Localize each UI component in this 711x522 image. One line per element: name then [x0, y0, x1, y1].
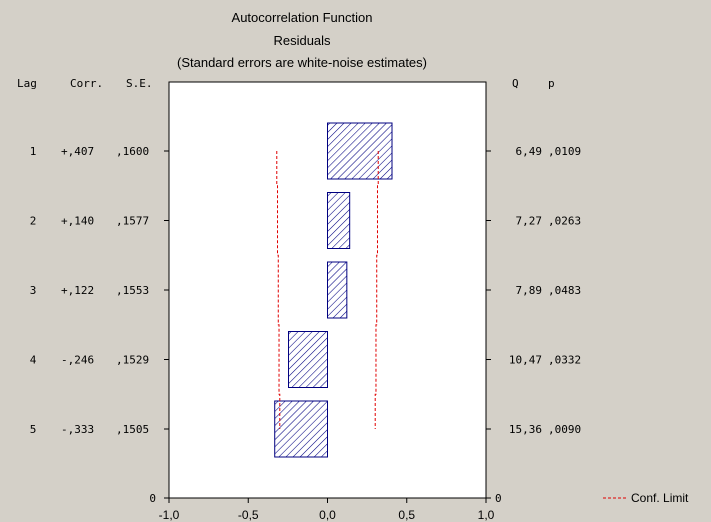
- row-corr-label: -,333: [61, 423, 94, 436]
- chart-title: Autocorrelation Function: [232, 10, 373, 25]
- row-q-label: 7,27: [516, 215, 543, 228]
- row-corr-label: +,407: [61, 145, 94, 158]
- x-tick-label: -0,5: [238, 508, 259, 522]
- column-header-se: S.E.: [126, 77, 153, 90]
- row-p-label: ,0483: [548, 284, 581, 297]
- row-se-label: ,1577: [116, 215, 149, 228]
- zero-row-right-label: 0: [495, 492, 502, 505]
- conf-limit-left: [276, 151, 281, 429]
- conf-limit-right: [374, 151, 379, 429]
- row-q-label: 6,49: [516, 145, 543, 158]
- row-se-label: ,1553: [116, 284, 149, 297]
- acf-bar-lag-4: [288, 331, 329, 388]
- column-header-q: Q: [512, 77, 519, 90]
- row-p-label: ,0090: [548, 423, 581, 436]
- row-se-label: ,1529: [116, 354, 149, 367]
- zero-row-left-label: 0: [149, 492, 156, 505]
- column-header-p: p: [548, 77, 555, 90]
- row-corr-label: +,122: [61, 284, 94, 297]
- x-tick-label: -1,0: [159, 508, 180, 522]
- row-q-label: 15,36: [509, 423, 542, 436]
- row-p-label: ,0109: [548, 145, 581, 158]
- row-q-label: 7,89: [516, 284, 543, 297]
- legend: Conf. Limit: [603, 491, 689, 505]
- legend-conf-limit-label: Conf. Limit: [631, 491, 689, 505]
- row-corr-label: -,246: [61, 354, 94, 367]
- column-header-corr: Corr.: [70, 77, 103, 90]
- x-tick-label: 0,5: [398, 508, 415, 522]
- row-corr-label: +,140: [61, 215, 94, 228]
- row-lag-label: 1: [30, 145, 37, 158]
- row-lag-label: 2: [30, 215, 37, 228]
- chart-note: (Standard errors are white-noise estimat…: [177, 55, 427, 70]
- chart-marks: 1 +,407 ,1600 6,49 ,0109 2 +,140 ,1577 7,27 ,0263…: [30, 122, 581, 522]
- chart-subtitle: Residuals: [273, 33, 331, 48]
- row-p-label: ,0263: [548, 215, 581, 228]
- acf-bar-lag-1: [327, 122, 393, 180]
- row-lag-label: 5: [30, 423, 37, 436]
- acf-bar-lag-3: [327, 261, 348, 319]
- column-header-lag: Lag: [17, 77, 37, 90]
- x-tick-label: 0,0: [319, 508, 336, 522]
- row-lag-label: 4: [30, 354, 37, 367]
- row-se-label: ,1600: [116, 145, 149, 158]
- acf-bar-lag-2: [327, 192, 351, 249]
- row-q-label: 10,47: [509, 354, 542, 367]
- row-p-label: ,0332: [548, 354, 581, 367]
- row-se-label: ,1505: [116, 423, 149, 436]
- row-lag-label: 3: [30, 284, 37, 297]
- acf-bar-lag-5: [274, 400, 329, 458]
- x-tick-label: 1,0: [478, 508, 495, 522]
